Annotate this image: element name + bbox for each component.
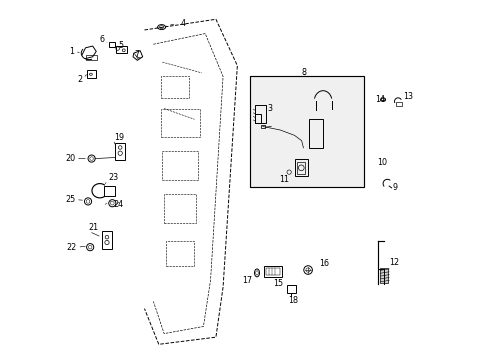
Text: 19: 19 <box>114 132 124 141</box>
Bar <box>265 267 280 275</box>
Text: 23: 23 <box>108 174 118 183</box>
Bar <box>85 55 97 60</box>
Bar <box>165 241 194 266</box>
Text: 18: 18 <box>287 296 298 305</box>
Bar <box>116 46 126 53</box>
Text: 25: 25 <box>65 195 75 204</box>
Bar <box>260 125 264 128</box>
Bar <box>255 105 265 123</box>
Text: 5: 5 <box>119 41 123 50</box>
Bar <box>104 186 115 196</box>
Bar <box>308 119 323 148</box>
Bar <box>164 194 196 223</box>
Text: 14: 14 <box>374 95 384 104</box>
Text: 24: 24 <box>113 200 123 209</box>
Text: 22: 22 <box>66 243 77 252</box>
Text: 6: 6 <box>99 36 104 45</box>
Bar <box>102 231 112 249</box>
Text: 11: 11 <box>279 175 289 184</box>
Text: 13: 13 <box>402 91 412 100</box>
Bar <box>108 42 115 47</box>
Bar <box>294 159 307 176</box>
Bar <box>264 266 282 277</box>
Bar <box>255 114 260 123</box>
Text: 16: 16 <box>319 260 329 269</box>
Text: 20: 20 <box>65 154 75 163</box>
Text: 4: 4 <box>180 19 185 28</box>
Text: 15: 15 <box>272 279 283 288</box>
Text: 10: 10 <box>377 158 386 167</box>
Polygon shape <box>133 51 142 60</box>
Bar <box>297 162 305 174</box>
Bar <box>115 143 125 160</box>
Text: 1: 1 <box>69 47 74 56</box>
Text: 9: 9 <box>391 183 397 192</box>
Bar <box>162 152 198 180</box>
Bar <box>86 70 95 78</box>
Text: 8: 8 <box>301 68 306 77</box>
Text: 2: 2 <box>77 76 82 85</box>
Bar <box>286 285 295 293</box>
Bar <box>160 109 200 137</box>
Bar <box>380 268 387 283</box>
Bar <box>395 102 401 106</box>
Text: 17: 17 <box>242 275 251 284</box>
Text: 21: 21 <box>88 223 99 232</box>
Bar <box>160 76 189 98</box>
Text: 12: 12 <box>388 258 398 267</box>
Bar <box>249 76 364 187</box>
Text: 3: 3 <box>267 104 272 113</box>
Text: 7: 7 <box>135 50 140 59</box>
